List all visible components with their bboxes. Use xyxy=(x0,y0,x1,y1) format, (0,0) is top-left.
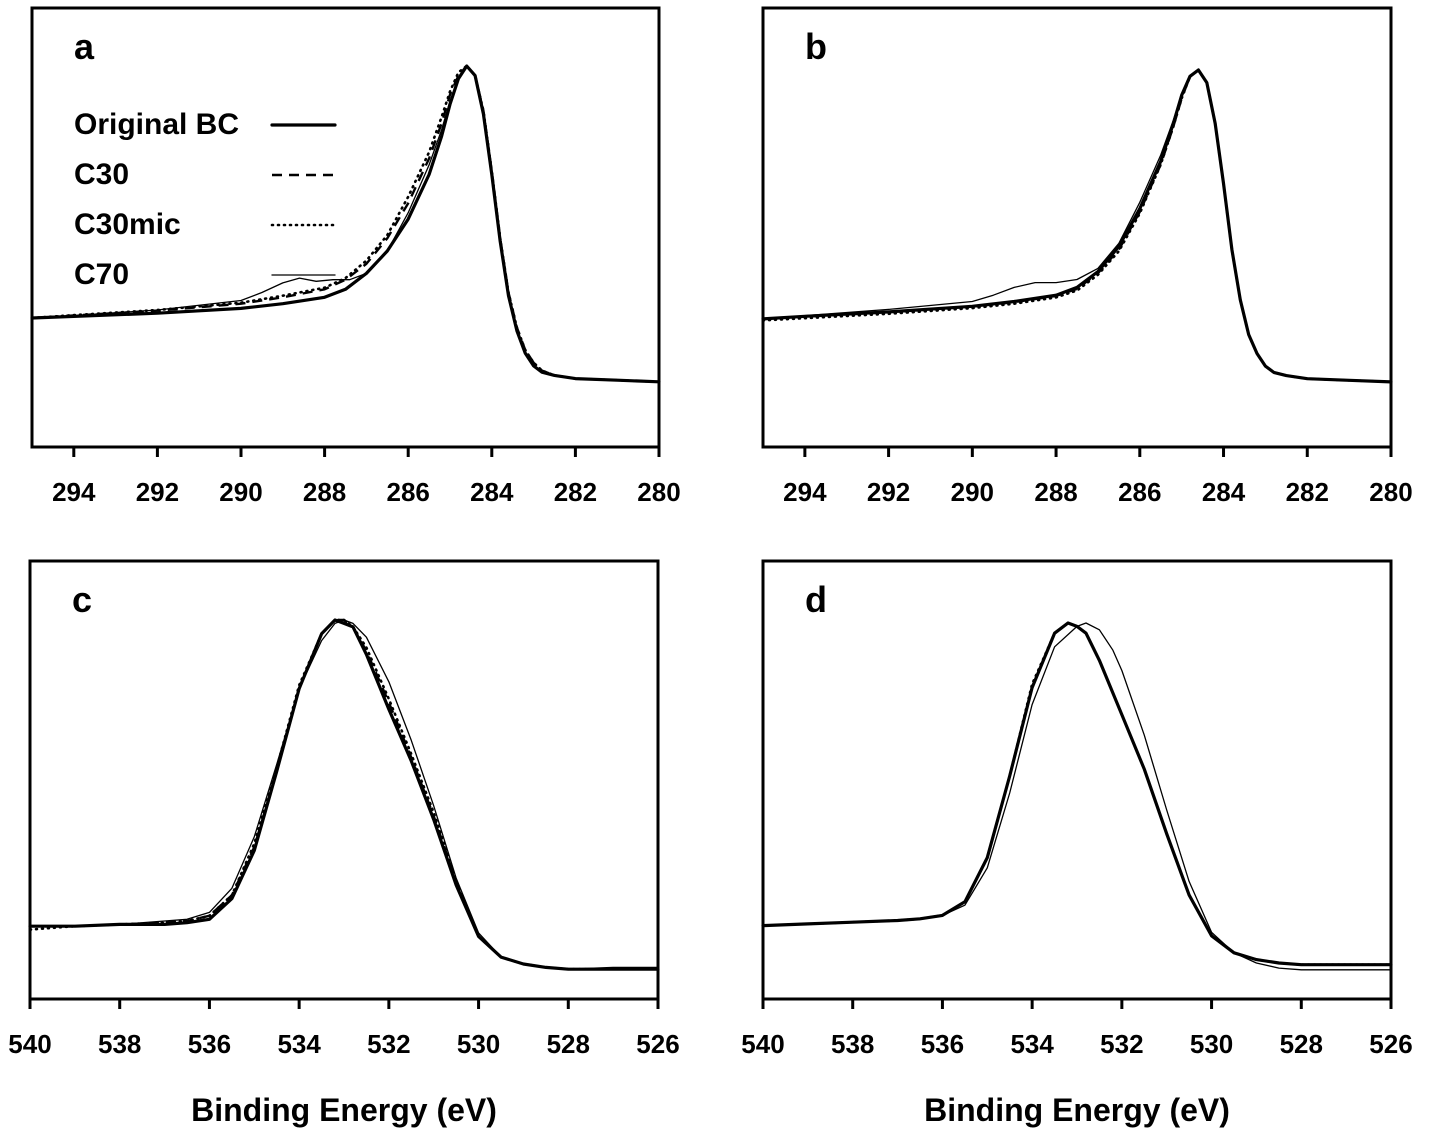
x-tick-label: 284 xyxy=(1202,477,1246,507)
series-line-c70 xyxy=(762,69,1392,383)
series-line-original-bc xyxy=(28,618,660,971)
x-tick-label: 282 xyxy=(554,477,597,507)
x-tick-label: 538 xyxy=(98,1029,141,1059)
series-line-original-bc xyxy=(761,68,1393,384)
series-line-c70 xyxy=(29,619,659,970)
x-tick-label: 280 xyxy=(1369,477,1412,507)
series-line-c30 xyxy=(762,68,1392,384)
legend-label: C30mic xyxy=(74,208,181,241)
x-tick-label: 280 xyxy=(637,477,680,507)
x-tick-label: 290 xyxy=(219,477,262,507)
x-tick-label: 532 xyxy=(1100,1029,1143,1059)
x-tick-label: 534 xyxy=(277,1029,321,1059)
series-line-c70 xyxy=(31,65,660,383)
series-line-c30 xyxy=(30,618,658,971)
x-tick-label: 540 xyxy=(8,1029,51,1059)
x-tick-label: 528 xyxy=(1280,1029,1323,1059)
x-tick-label: 534 xyxy=(1010,1029,1054,1059)
panel-letter: a xyxy=(74,26,95,67)
x-tick-label: 284 xyxy=(470,477,514,507)
x-tick-label: 292 xyxy=(136,477,179,507)
panel-letter: c xyxy=(72,579,92,620)
x-tick-label: 526 xyxy=(636,1029,679,1059)
plot-frame xyxy=(761,6,1393,449)
legend-label: C70 xyxy=(74,258,129,291)
panel-d: 540 538 536 534 532 530 528 526 d Binding Energy … xyxy=(741,559,1413,1128)
plot-frame xyxy=(761,559,1393,1001)
panel-c: 540 538 536 534 532 530 528 526 c Binding Energy … xyxy=(8,559,680,1128)
legend-label: Original BC xyxy=(74,108,239,141)
x-tick-label: 526 xyxy=(1369,1029,1412,1059)
panel-a: 294 292 290 288 286 284 282 280 a Original BC C30 C… xyxy=(30,6,681,507)
x-tick-label: 288 xyxy=(1034,477,1077,507)
x-tick-label: 286 xyxy=(387,477,430,507)
panel-letter: d xyxy=(805,579,827,620)
series-line-c30 xyxy=(31,64,660,383)
legend-label: C30 xyxy=(74,158,129,191)
x-tick-label: 294 xyxy=(783,477,827,507)
x-tick-label: 294 xyxy=(52,477,96,507)
x-axis-label: Binding Energy (eV) xyxy=(191,1092,497,1128)
x-tick-label: 536 xyxy=(188,1029,231,1059)
x-axis-label: Binding Energy (eV) xyxy=(924,1092,1230,1128)
panel-b: 294 292 290 288 286 284 282 280 b xyxy=(761,6,1413,507)
series-line-c30mic xyxy=(761,621,1393,966)
x-tick-label: 292 xyxy=(867,477,910,507)
x-tick-label: 536 xyxy=(921,1029,964,1059)
x-tick-label: 530 xyxy=(457,1029,500,1059)
series-line-c70 xyxy=(762,622,1392,971)
series-line-c30mic xyxy=(28,618,660,971)
panel-letter: b xyxy=(805,26,827,67)
x-tick-label: 540 xyxy=(741,1029,784,1059)
legend: Original BC C30 C30mic C70 xyxy=(74,108,337,291)
x-tick-label: 528 xyxy=(547,1029,590,1059)
plot-frame xyxy=(30,6,661,449)
series-line-original-bc xyxy=(761,621,1393,967)
x-tick-label: 530 xyxy=(1190,1029,1233,1059)
x-tick-label: 282 xyxy=(1286,477,1329,507)
x-tick-label: 538 xyxy=(831,1029,874,1059)
series-line-c30mic xyxy=(761,68,1393,384)
x-tick-label: 288 xyxy=(303,477,346,507)
x-tick-label: 286 xyxy=(1118,477,1161,507)
plot-frame xyxy=(28,559,660,1001)
x-tick-label: 290 xyxy=(951,477,994,507)
series-line-c30 xyxy=(762,621,1391,966)
x-tick-label: 532 xyxy=(367,1029,410,1059)
